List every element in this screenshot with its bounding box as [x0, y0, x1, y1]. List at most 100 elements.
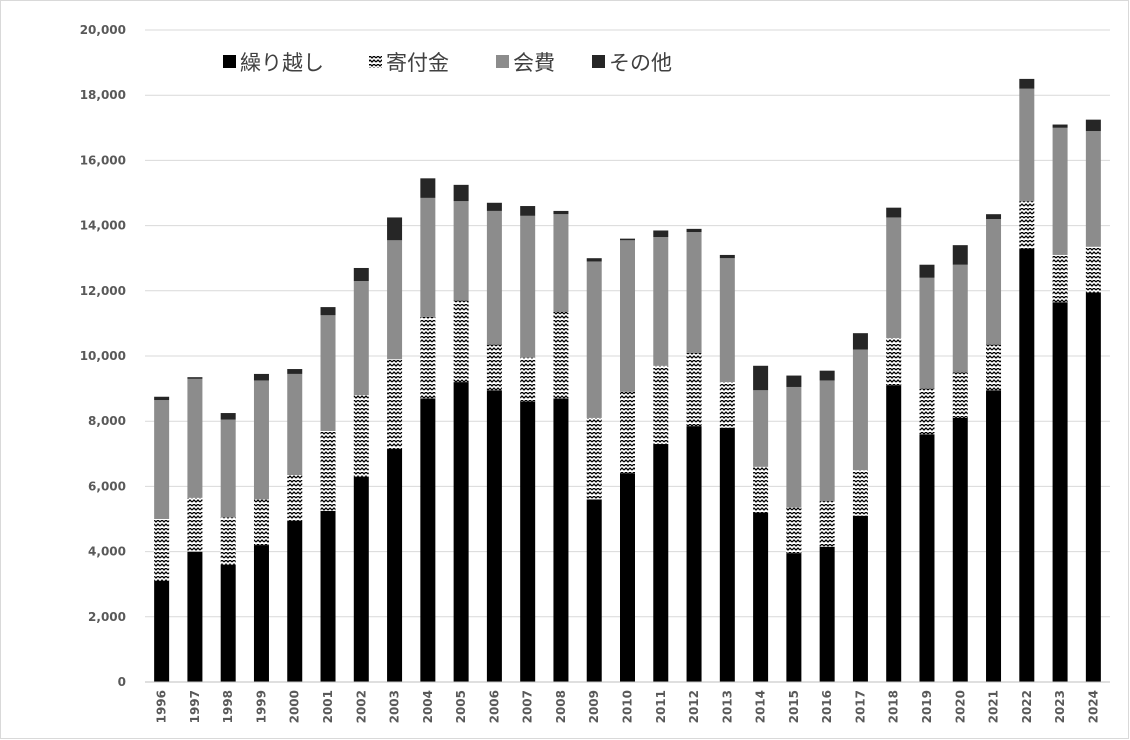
- bar-membership-fee-2007: [520, 215, 536, 358]
- bar-carryover-1999: [253, 545, 269, 682]
- bar-carryover-2010: [620, 473, 635, 682]
- bar-other-1997: [187, 377, 203, 379]
- x-tick-label: 2022: [1020, 690, 1034, 723]
- legend-swatch-donation: [369, 55, 382, 68]
- x-tick-label: 2014: [754, 690, 768, 723]
- bar-membership-fee-2000: [287, 373, 303, 475]
- bar-membership-fee-2008: [553, 214, 569, 312]
- x-tick-label: 2002: [354, 690, 368, 723]
- x-tick-label: 2011: [654, 690, 668, 723]
- bar-carryover-2024: [1085, 292, 1101, 682]
- bar-donation-2023: [1052, 254, 1068, 303]
- bar-membership-fee-2013: [719, 258, 735, 383]
- bar-carryover-2016: [819, 546, 835, 682]
- bar-membership-fee-2001: [320, 315, 336, 431]
- bar-other-2000: [287, 369, 303, 374]
- bar-other-2009: [586, 258, 602, 262]
- bar-donation-2017: [852, 470, 868, 516]
- bar-membership-fee-2004: [420, 197, 436, 317]
- bar-other-2010: [620, 238, 635, 241]
- bar-donation-2001: [320, 430, 336, 511]
- bar-carryover-2011: [653, 444, 669, 682]
- bar-donation-2002: [353, 395, 369, 477]
- bar-other-1999: [253, 373, 269, 381]
- x-tick-label: 2018: [887, 690, 901, 723]
- bar-donation-2004: [420, 316, 436, 399]
- y-tick-label: 14,000: [80, 219, 126, 233]
- bar-donation-1998: [220, 517, 236, 565]
- bar-donation-2020: [952, 372, 968, 418]
- x-tick-label: 2019: [920, 690, 934, 723]
- bar-membership-fee-2002: [353, 281, 369, 396]
- bar-carryover-2000: [287, 520, 303, 682]
- legend-label-carryover: 繰り越し: [240, 51, 324, 75]
- bar-other-1998: [220, 413, 236, 420]
- bar-other-2004: [420, 178, 436, 198]
- bar-donation-2000: [287, 474, 303, 521]
- bar-membership-fee-2018: [886, 217, 902, 339]
- bar-carryover-2003: [387, 448, 403, 682]
- bar-carryover-2018: [886, 385, 902, 682]
- bar-membership-fee-1996: [154, 400, 170, 519]
- bar-donation-2012: [686, 352, 702, 427]
- bar-donation-2019: [919, 388, 935, 435]
- y-tick-label: 12,000: [80, 284, 126, 298]
- bar-carryover-2020: [952, 417, 968, 682]
- legend-label-membership-fee: 会費: [513, 51, 555, 75]
- x-tick-label: 1998: [221, 690, 235, 723]
- bar-donation-2024: [1085, 246, 1101, 293]
- bar-membership-fee-2021: [986, 219, 1002, 345]
- bar-donation-2016: [819, 501, 835, 547]
- bar-membership-fee-1997: [187, 378, 203, 498]
- bar-membership-fee-2011: [653, 237, 669, 366]
- bar-donation-2006: [486, 344, 502, 391]
- bar-carryover-2014: [753, 512, 769, 682]
- bar-donation-2003: [387, 359, 403, 449]
- x-tick-label: 2004: [421, 690, 435, 723]
- bar-membership-fee-2009: [586, 261, 602, 418]
- bar-membership-fee-2016: [819, 380, 835, 502]
- bar-carryover-2017: [852, 515, 868, 682]
- x-tick-label: 2003: [388, 690, 402, 723]
- bar-donation-2011: [653, 365, 669, 445]
- y-tick-label: 16,000: [80, 153, 126, 167]
- bar-carryover-2022: [1019, 248, 1035, 683]
- x-tick-label: 2020: [953, 690, 967, 723]
- bar-other-2015: [786, 375, 802, 387]
- bar-donation-2022: [1019, 201, 1035, 249]
- bar-other-2008: [553, 210, 569, 215]
- bar-other-2014: [753, 365, 769, 391]
- bar-carryover-2012: [686, 426, 702, 682]
- bar-donation-1999: [253, 499, 269, 546]
- bar-other-2021: [986, 214, 1002, 220]
- bar-membership-fee-1998: [220, 419, 236, 518]
- bar-other-2007: [520, 206, 536, 216]
- bar-donation-2015: [786, 507, 802, 554]
- bar-donation-2005: [453, 300, 469, 383]
- x-tick-label: 1996: [155, 690, 169, 723]
- bar-donation-2013: [719, 382, 735, 428]
- bar-other-2017: [852, 333, 868, 350]
- bar-carryover-2006: [486, 390, 502, 682]
- bar-membership-fee-2014: [753, 390, 769, 467]
- bar-other-2016: [819, 370, 835, 381]
- bar-donation-2010: [620, 391, 635, 474]
- bar-membership-fee-2005: [453, 201, 469, 301]
- bar-membership-fee-2003: [387, 240, 403, 360]
- gridlines: [145, 29, 1110, 618]
- bar-other-2005: [453, 184, 469, 202]
- bar-carryover-2004: [420, 398, 436, 682]
- bar-carryover-2015: [786, 553, 802, 682]
- bar-other-1996: [154, 396, 170, 401]
- bar-other-2006: [486, 202, 502, 211]
- y-tick-label: 2,000: [88, 610, 126, 624]
- bar-carryover-2001: [320, 510, 336, 682]
- bar-other-2003: [387, 217, 403, 241]
- bar-carryover-2007: [520, 401, 536, 682]
- x-tick-label: 2001: [321, 690, 335, 723]
- bar-membership-fee-2022: [1019, 88, 1035, 202]
- bar-carryover-1998: [220, 564, 236, 682]
- x-tick-label: 2017: [853, 690, 867, 723]
- bar-carryover-1997: [187, 551, 203, 682]
- x-tick-label: 2016: [820, 690, 834, 723]
